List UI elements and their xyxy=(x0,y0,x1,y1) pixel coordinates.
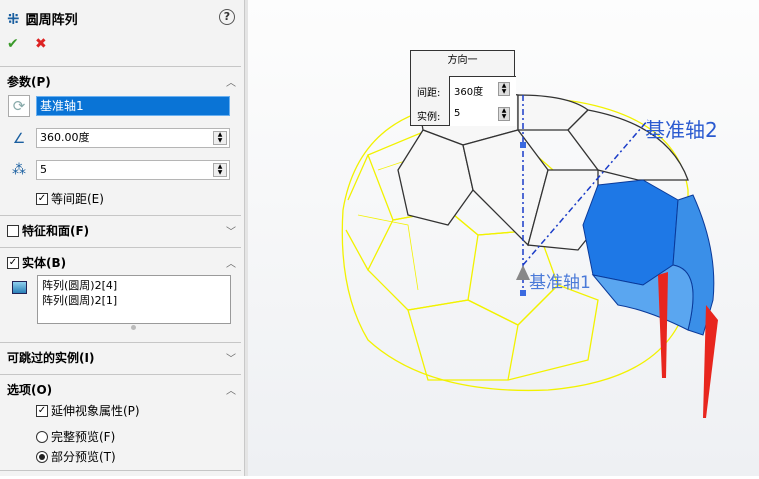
angle-value: 360.00度 xyxy=(40,131,90,144)
instances-value: 5 xyxy=(40,163,47,176)
divider xyxy=(0,374,241,375)
property-manager: ⁜ 圆周阵列 ? ✔ ✖ 参数(P) ︿ ⟳ 基准轴1 ∠ 360.00度 ▲ ▼ … xyxy=(0,0,245,476)
circular-pattern-icon: ⁜ xyxy=(7,9,20,28)
cancel-button[interactable]: ✖ xyxy=(35,36,47,52)
divider xyxy=(0,215,241,216)
chevron-up-icon[interactable]: ︿ xyxy=(226,259,236,270)
chevron-up-icon[interactable]: ︿ xyxy=(226,386,236,397)
section-features-faces[interactable]: 特征和面(F) xyxy=(7,222,89,239)
instances-spinner[interactable]: ▲ ▼ xyxy=(213,163,227,177)
radio-unselected[interactable] xyxy=(36,430,48,443)
callout-count-value[interactable]: 5 xyxy=(454,108,461,119)
divider xyxy=(0,247,241,248)
angle-icon: ∠ xyxy=(12,131,26,147)
angle-input[interactable]: 360.00度 ▲ ▼ xyxy=(36,128,230,148)
propagate-visual-checkbox[interactable]: ✓ 延伸视象属性(P) xyxy=(36,402,140,419)
axis2-label: 基准轴2 xyxy=(645,118,718,142)
equal-spacing-label: 等间距(E) xyxy=(51,192,104,206)
section-title: 选项(O) xyxy=(7,383,53,397)
partial-preview-radio[interactable]: 部分预览(T) xyxy=(36,448,116,465)
instances-input[interactable]: 5 ▲ ▼ xyxy=(36,160,230,180)
instances-icon: ⁂ xyxy=(12,162,26,178)
axis-handle[interactable] xyxy=(520,290,526,296)
feature-header: ⁜ 圆周阵列 xyxy=(7,9,78,29)
direction-arrow-icon[interactable] xyxy=(516,265,530,280)
axis-lines xyxy=(522,95,649,290)
resize-handle[interactable] xyxy=(131,325,136,330)
list-item[interactable]: 阵列(圆周)2[1] xyxy=(42,294,118,307)
spacing-label: 间距: xyxy=(417,88,441,99)
full-preview-radio[interactable]: 完整预览(F) xyxy=(36,428,115,445)
partial-preview-label: 部分预览(T) xyxy=(51,450,116,464)
reverse-direction-icon[interactable]: ⟳ xyxy=(8,95,30,117)
divider xyxy=(0,66,241,67)
section-options[interactable]: 选项(O) xyxy=(7,381,52,398)
bodies-list[interactable]: 阵列(圆周)2[4] 阵列(圆周)2[1] xyxy=(37,275,231,324)
features-checkbox[interactable] xyxy=(7,224,19,237)
spacing-spinner[interactable]: ▲ ▼ xyxy=(498,82,510,96)
section-title: 特征和面(F) xyxy=(22,224,90,238)
help-icon[interactable]: ? xyxy=(219,9,235,25)
direction-callout: 方向一 间距: 实例: 360度 ▲ ▼ 5 ▲ ▼ xyxy=(410,50,516,126)
divider xyxy=(0,342,241,343)
angle-spinner[interactable]: ▲ ▼ xyxy=(213,131,227,145)
count-spinner[interactable]: ▲ ▼ xyxy=(498,107,510,121)
equal-spacing-checkbox[interactable]: ✓ 等间距(E) xyxy=(36,190,104,207)
section-title: 可跳过的实例(I) xyxy=(7,351,95,365)
count-label: 实例: xyxy=(417,112,441,123)
panel-splitter[interactable] xyxy=(245,0,248,476)
callout-title: 方向一 xyxy=(447,55,478,66)
list-item[interactable]: 阵列(圆周)2[4] xyxy=(42,279,118,292)
chevron-down-icon[interactable]: ﹀ xyxy=(226,227,236,238)
section-title: 参数(P) xyxy=(7,75,51,89)
checkbox-checked[interactable]: ✓ xyxy=(36,404,48,417)
radio-selected[interactable] xyxy=(36,450,48,463)
axis1-label: 基准轴1 xyxy=(529,273,591,293)
chevron-up-icon[interactable]: ︿ xyxy=(226,78,236,89)
axis-handle[interactable] xyxy=(520,142,526,148)
section-bodies[interactable]: ✓ 实体(B) xyxy=(7,254,66,271)
bodies-checkbox[interactable]: ✓ xyxy=(7,256,19,269)
section-skip-instances[interactable]: 可跳过的实例(I) xyxy=(7,349,94,366)
patterned-body-blue xyxy=(582,179,715,336)
divider xyxy=(0,470,241,471)
callout-spacing-value[interactable]: 360度 xyxy=(454,87,484,98)
propagate-label: 延伸视象属性(P) xyxy=(51,404,140,418)
red-arrows xyxy=(658,272,718,418)
axis-selection-field[interactable]: 基准轴1 xyxy=(36,96,230,116)
solid-body-icon xyxy=(8,276,30,298)
chevron-down-icon[interactable]: ﹀ xyxy=(226,354,236,365)
full-preview-label: 完整预览(F) xyxy=(51,430,116,444)
ok-button[interactable]: ✔ xyxy=(7,36,19,52)
feature-title: 圆周阵列 xyxy=(25,13,78,28)
section-parameters[interactable]: 参数(P) xyxy=(7,73,51,90)
section-title: 实体(B) xyxy=(22,256,67,270)
checkbox-checked[interactable]: ✓ xyxy=(36,192,48,205)
